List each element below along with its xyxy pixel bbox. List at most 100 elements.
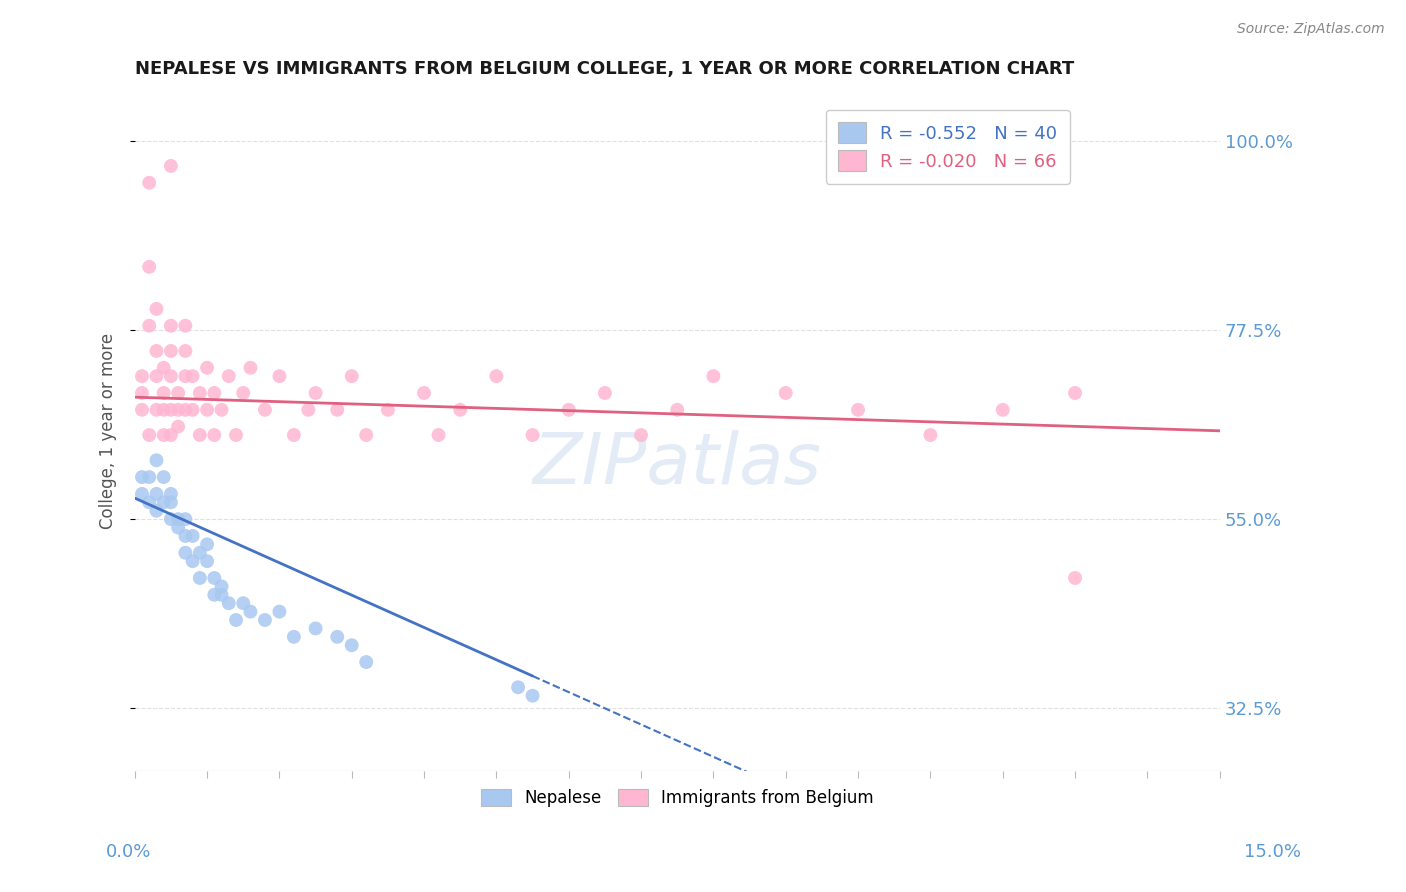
- Point: [1064, 386, 1087, 401]
- Point: [145, 301, 167, 316]
- Point: [131, 487, 153, 501]
- Point: [160, 495, 183, 509]
- Point: [131, 470, 153, 484]
- Point: [195, 554, 218, 568]
- Point: [174, 512, 197, 526]
- Point: [160, 369, 183, 384]
- Point: [145, 343, 167, 358]
- Point: [253, 613, 276, 627]
- Point: [232, 596, 254, 610]
- Point: [152, 470, 174, 484]
- Point: [218, 596, 240, 610]
- Point: [283, 630, 305, 644]
- Point: [174, 402, 197, 417]
- Point: [174, 529, 197, 543]
- Text: NEPALESE VS IMMIGRANTS FROM BELGIUM COLLEGE, 1 YEAR OR MORE CORRELATION CHART: NEPALESE VS IMMIGRANTS FROM BELGIUM COLL…: [135, 60, 1074, 78]
- Point: [920, 428, 942, 442]
- Point: [340, 638, 363, 652]
- Point: [195, 537, 218, 551]
- Point: [195, 402, 218, 417]
- Point: [181, 402, 204, 417]
- Point: [145, 504, 167, 518]
- Point: [449, 402, 471, 417]
- Point: [354, 655, 377, 669]
- Point: [181, 554, 204, 568]
- Point: [152, 360, 174, 375]
- Text: 0.0%: 0.0%: [105, 843, 150, 861]
- Point: [195, 360, 218, 375]
- Point: [211, 588, 233, 602]
- Point: [413, 386, 436, 401]
- Point: [174, 343, 197, 358]
- Point: [188, 428, 211, 442]
- Point: [138, 495, 160, 509]
- Point: [630, 428, 652, 442]
- Legend: Nepalese, Immigrants from Belgium: Nepalese, Immigrants from Belgium: [474, 782, 880, 814]
- Point: [160, 512, 183, 526]
- Point: [152, 402, 174, 417]
- Point: [174, 318, 197, 333]
- Point: [1064, 571, 1087, 585]
- Point: [181, 529, 204, 543]
- Point: [340, 369, 363, 384]
- Point: [202, 571, 225, 585]
- Point: [239, 605, 262, 619]
- Point: [181, 369, 204, 384]
- Point: [131, 402, 153, 417]
- Point: [167, 512, 190, 526]
- Point: [593, 386, 616, 401]
- Point: [239, 360, 262, 375]
- Point: [377, 402, 399, 417]
- Point: [152, 428, 174, 442]
- Point: [304, 622, 326, 636]
- Point: [283, 428, 305, 442]
- Point: [558, 402, 581, 417]
- Point: [522, 689, 544, 703]
- Point: [326, 630, 349, 644]
- Point: [138, 470, 160, 484]
- Point: [202, 428, 225, 442]
- Point: [174, 369, 197, 384]
- Text: ZIPatlas: ZIPatlas: [533, 430, 821, 500]
- Point: [202, 588, 225, 602]
- Point: [131, 386, 153, 401]
- Point: [152, 495, 174, 509]
- Point: [232, 386, 254, 401]
- Point: [152, 386, 174, 401]
- Point: [326, 402, 349, 417]
- Point: [666, 402, 689, 417]
- Point: [211, 579, 233, 593]
- Point: [304, 386, 326, 401]
- Point: [188, 386, 211, 401]
- Point: [522, 428, 544, 442]
- Point: [138, 318, 160, 333]
- Point: [202, 386, 225, 401]
- Point: [167, 402, 190, 417]
- Point: [225, 613, 247, 627]
- Point: [188, 571, 211, 585]
- Point: [138, 176, 160, 190]
- Point: [167, 386, 190, 401]
- Point: [131, 369, 153, 384]
- Point: [145, 453, 167, 467]
- Point: [160, 343, 183, 358]
- Point: [846, 402, 869, 417]
- Point: [775, 386, 797, 401]
- Point: [167, 419, 190, 434]
- Point: [218, 369, 240, 384]
- Point: [702, 369, 724, 384]
- Point: [269, 369, 291, 384]
- Point: [138, 428, 160, 442]
- Point: [160, 318, 183, 333]
- Point: [427, 428, 450, 442]
- Point: [269, 605, 291, 619]
- Point: [145, 369, 167, 384]
- Text: 15.0%: 15.0%: [1243, 843, 1301, 861]
- Point: [138, 260, 160, 274]
- Point: [188, 546, 211, 560]
- Point: [160, 159, 183, 173]
- Point: [354, 428, 377, 442]
- Point: [211, 402, 233, 417]
- Point: [991, 402, 1014, 417]
- Point: [174, 546, 197, 560]
